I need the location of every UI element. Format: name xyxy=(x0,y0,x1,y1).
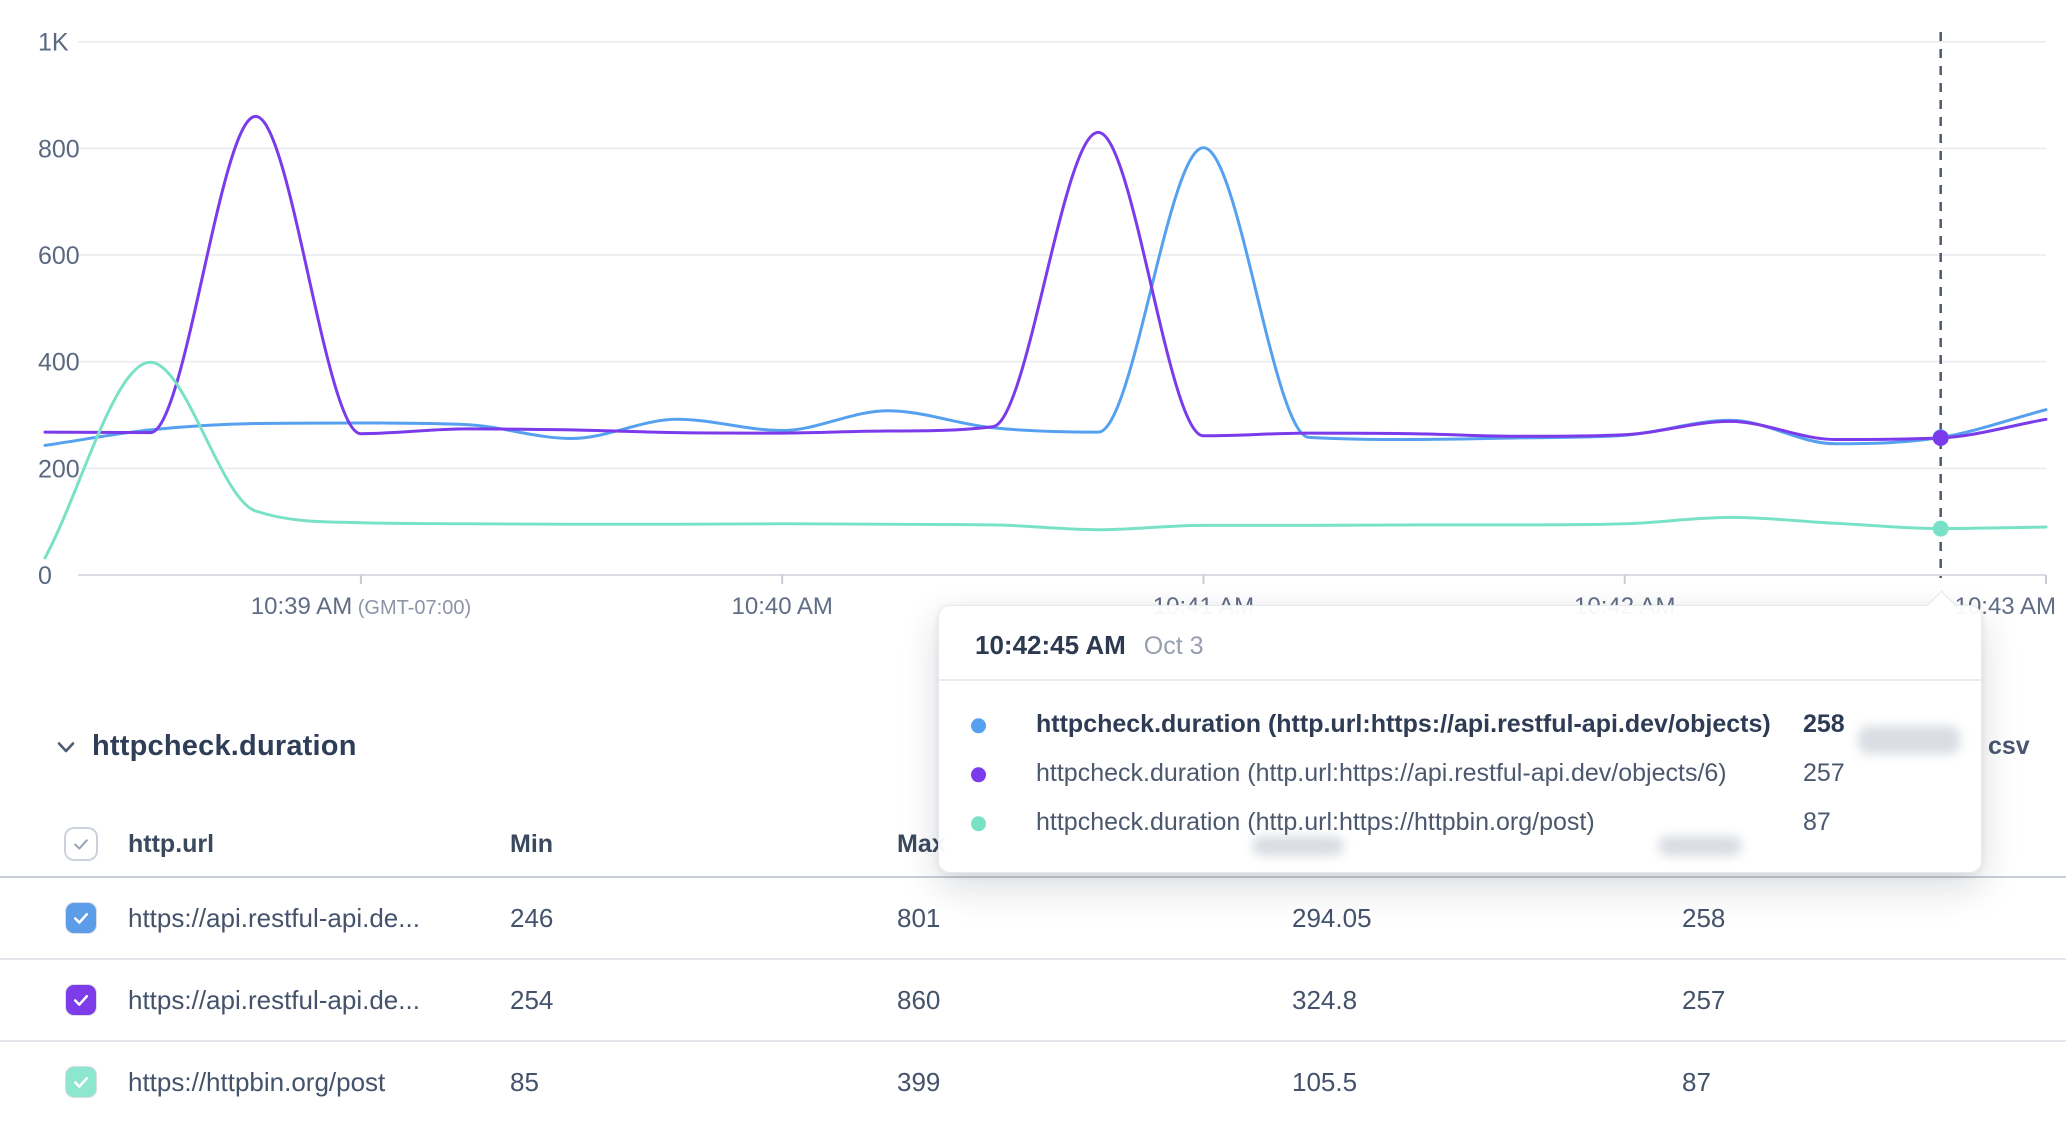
y-axis-label: 600 xyxy=(38,242,80,270)
tooltip-series-value: 87 xyxy=(1803,808,1831,837)
cell-max: 860 xyxy=(897,984,941,1015)
series-dot-icon xyxy=(971,718,986,734)
divider xyxy=(0,1040,2066,1042)
cell-latest: 87 xyxy=(1682,1066,1711,1097)
column-header-min[interactable]: Min xyxy=(510,829,554,858)
csv-download-link[interactable]: csv xyxy=(1988,732,2030,760)
series-dot-icon xyxy=(971,767,986,783)
cell-avg: 324.8 xyxy=(1292,984,1358,1015)
table-row[interactable]: https://api.restful-api.de... 246 801 29… xyxy=(0,878,2066,958)
cell-avg: 105.5 xyxy=(1292,1066,1358,1097)
tooltip-series-row: httpcheck.duration (http.url:https://api… xyxy=(939,703,1981,752)
cell-latest: 257 xyxy=(1682,984,1726,1015)
tooltip-series-row: httpcheck.duration (http.url:https://htt… xyxy=(939,801,1981,850)
chevron-down-icon[interactable] xyxy=(54,735,78,759)
metric-section-header[interactable]: httpcheck.duration xyxy=(54,730,357,763)
cell-min: 254 xyxy=(510,984,554,1015)
cell-max: 801 xyxy=(897,902,941,933)
httpcheck-duration-chart[interactable]: 0 200 400 600 800 1K 10:39 AM (GMT-07:00) 10:40… xyxy=(0,0,2066,640)
tooltip-series-value: 257 xyxy=(1803,759,1845,788)
table-row[interactable]: https://api.restful-api.de... 254 860 32… xyxy=(0,960,2066,1040)
cell-latest: 258 xyxy=(1682,902,1726,933)
tooltip-date: Oct 3 xyxy=(1143,632,1204,660)
section-title: httpcheck.duration xyxy=(92,730,357,762)
x-axis-label: 10:39 AM (GMT-07:00) xyxy=(251,593,471,620)
x-axis-label: 10:40 AM xyxy=(732,593,833,620)
divider xyxy=(939,679,1981,681)
tooltip-rows: httpcheck.duration (http.url:https://api… xyxy=(939,681,1981,850)
tooltip-header: 10:42:45 AM Oct 3 xyxy=(939,606,1981,661)
cell-avg: 294.05 xyxy=(1292,902,1372,933)
chart-tooltip: 10:42:45 AM Oct 3 httpcheck.duration (ht… xyxy=(938,590,1982,873)
series-line-2 xyxy=(43,360,2048,560)
column-header-url[interactable]: http.url xyxy=(128,829,215,858)
crosshair-dot xyxy=(1932,429,1949,446)
divider xyxy=(0,958,2066,960)
y-axis-label: 1K xyxy=(38,29,69,57)
series-line-1 xyxy=(43,114,2048,441)
series-checkbox[interactable] xyxy=(66,1067,96,1097)
select-all-checkbox[interactable] xyxy=(66,829,96,859)
divider xyxy=(0,876,2066,878)
table-row[interactable]: https://httpbin.org/post 85 399 105.5 87 xyxy=(0,1042,2066,1122)
cell-min: 246 xyxy=(510,902,554,933)
y-axis-label: 800 xyxy=(38,135,80,163)
tooltip-series-label: httpcheck.duration (http.url:https://htt… xyxy=(1036,808,1595,837)
tooltip-series-value: 258 xyxy=(1803,710,1845,739)
crosshair-dot xyxy=(1932,520,1949,537)
cell-url: https://api.restful-api.de... xyxy=(128,902,420,933)
series-checkbox[interactable] xyxy=(66,903,96,933)
y-axis-label: 200 xyxy=(38,455,80,483)
tooltip-series-label: httpcheck.duration (http.url:https://api… xyxy=(1036,710,1771,739)
cell-url: https://api.restful-api.de... xyxy=(128,984,420,1015)
series-dot-icon xyxy=(971,816,986,832)
metric-series-table: http.url Min Max https://api.restful-api… xyxy=(0,812,2066,1122)
y-axis-label: 0 xyxy=(38,562,52,590)
column-header-max[interactable]: Max xyxy=(897,829,946,858)
obscured-column-header xyxy=(1658,836,1742,856)
series-line-0 xyxy=(43,146,2048,447)
series-checkbox[interactable] xyxy=(66,985,96,1015)
cell-max: 399 xyxy=(897,1066,941,1097)
cell-min: 85 xyxy=(510,1066,539,1097)
cell-url: https://httpbin.org/post xyxy=(128,1066,386,1097)
tooltip-series-label: httpcheck.duration (http.url:https://api… xyxy=(1036,759,1727,788)
obscured-label xyxy=(1858,726,1960,754)
tooltip-time: 10:42:45 AM xyxy=(975,630,1126,660)
y-axis-label: 400 xyxy=(38,349,80,377)
tooltip-series-row: httpcheck.duration (http.url:https://api… xyxy=(939,752,1981,801)
obscured-column-header xyxy=(1252,836,1344,856)
table-header-row: http.url Min Max xyxy=(0,812,2066,876)
